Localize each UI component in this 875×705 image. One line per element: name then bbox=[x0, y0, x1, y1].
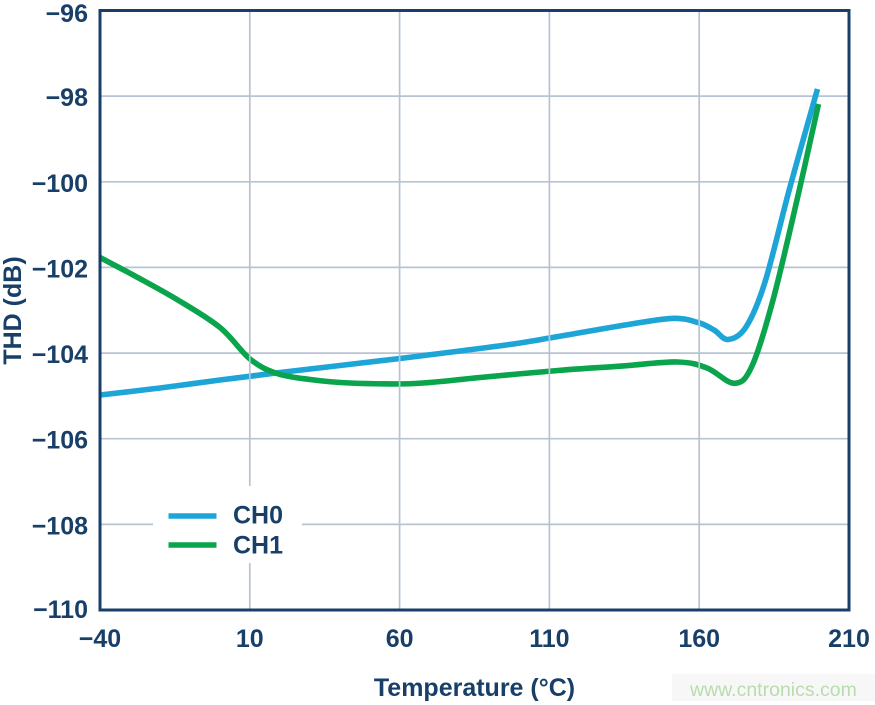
svg-text:−96: −96 bbox=[46, 0, 88, 28]
svg-text:110: 110 bbox=[529, 625, 569, 653]
svg-text:−104: −104 bbox=[32, 341, 88, 369]
svg-text:−102: −102 bbox=[32, 255, 88, 283]
svg-text:CH1: CH1 bbox=[233, 532, 283, 560]
svg-text:−98: −98 bbox=[46, 84, 89, 112]
svg-text:210: 210 bbox=[828, 625, 870, 653]
svg-text:−110: −110 bbox=[33, 596, 88, 624]
svg-text:−106: −106 bbox=[32, 427, 88, 455]
svg-text:CH0: CH0 bbox=[233, 502, 283, 530]
svg-text:Temperature (°C): Temperature (°C) bbox=[374, 674, 575, 702]
svg-text:THD (dB): THD (dB) bbox=[0, 256, 27, 364]
svg-text:10: 10 bbox=[236, 625, 264, 653]
svg-text:www.cntronics.com: www.cntronics.com bbox=[689, 679, 857, 701]
svg-text:−40: −40 bbox=[79, 625, 121, 653]
svg-text:60: 60 bbox=[386, 625, 414, 653]
svg-text:−108: −108 bbox=[32, 512, 88, 540]
svg-text:−100: −100 bbox=[32, 170, 88, 198]
svg-text:160: 160 bbox=[678, 625, 720, 653]
